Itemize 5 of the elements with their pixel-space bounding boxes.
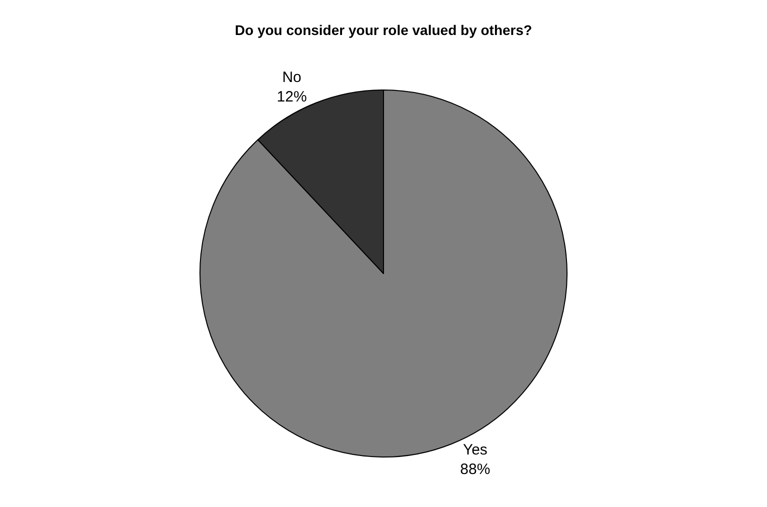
data-label: 88% [460, 461, 490, 478]
slice-label: No [282, 68, 302, 86]
data-label: 12% [276, 88, 307, 106]
chart-title: Do you consider your role valued by others? [234, 22, 532, 38]
slice-label: Yes [462, 442, 488, 459]
